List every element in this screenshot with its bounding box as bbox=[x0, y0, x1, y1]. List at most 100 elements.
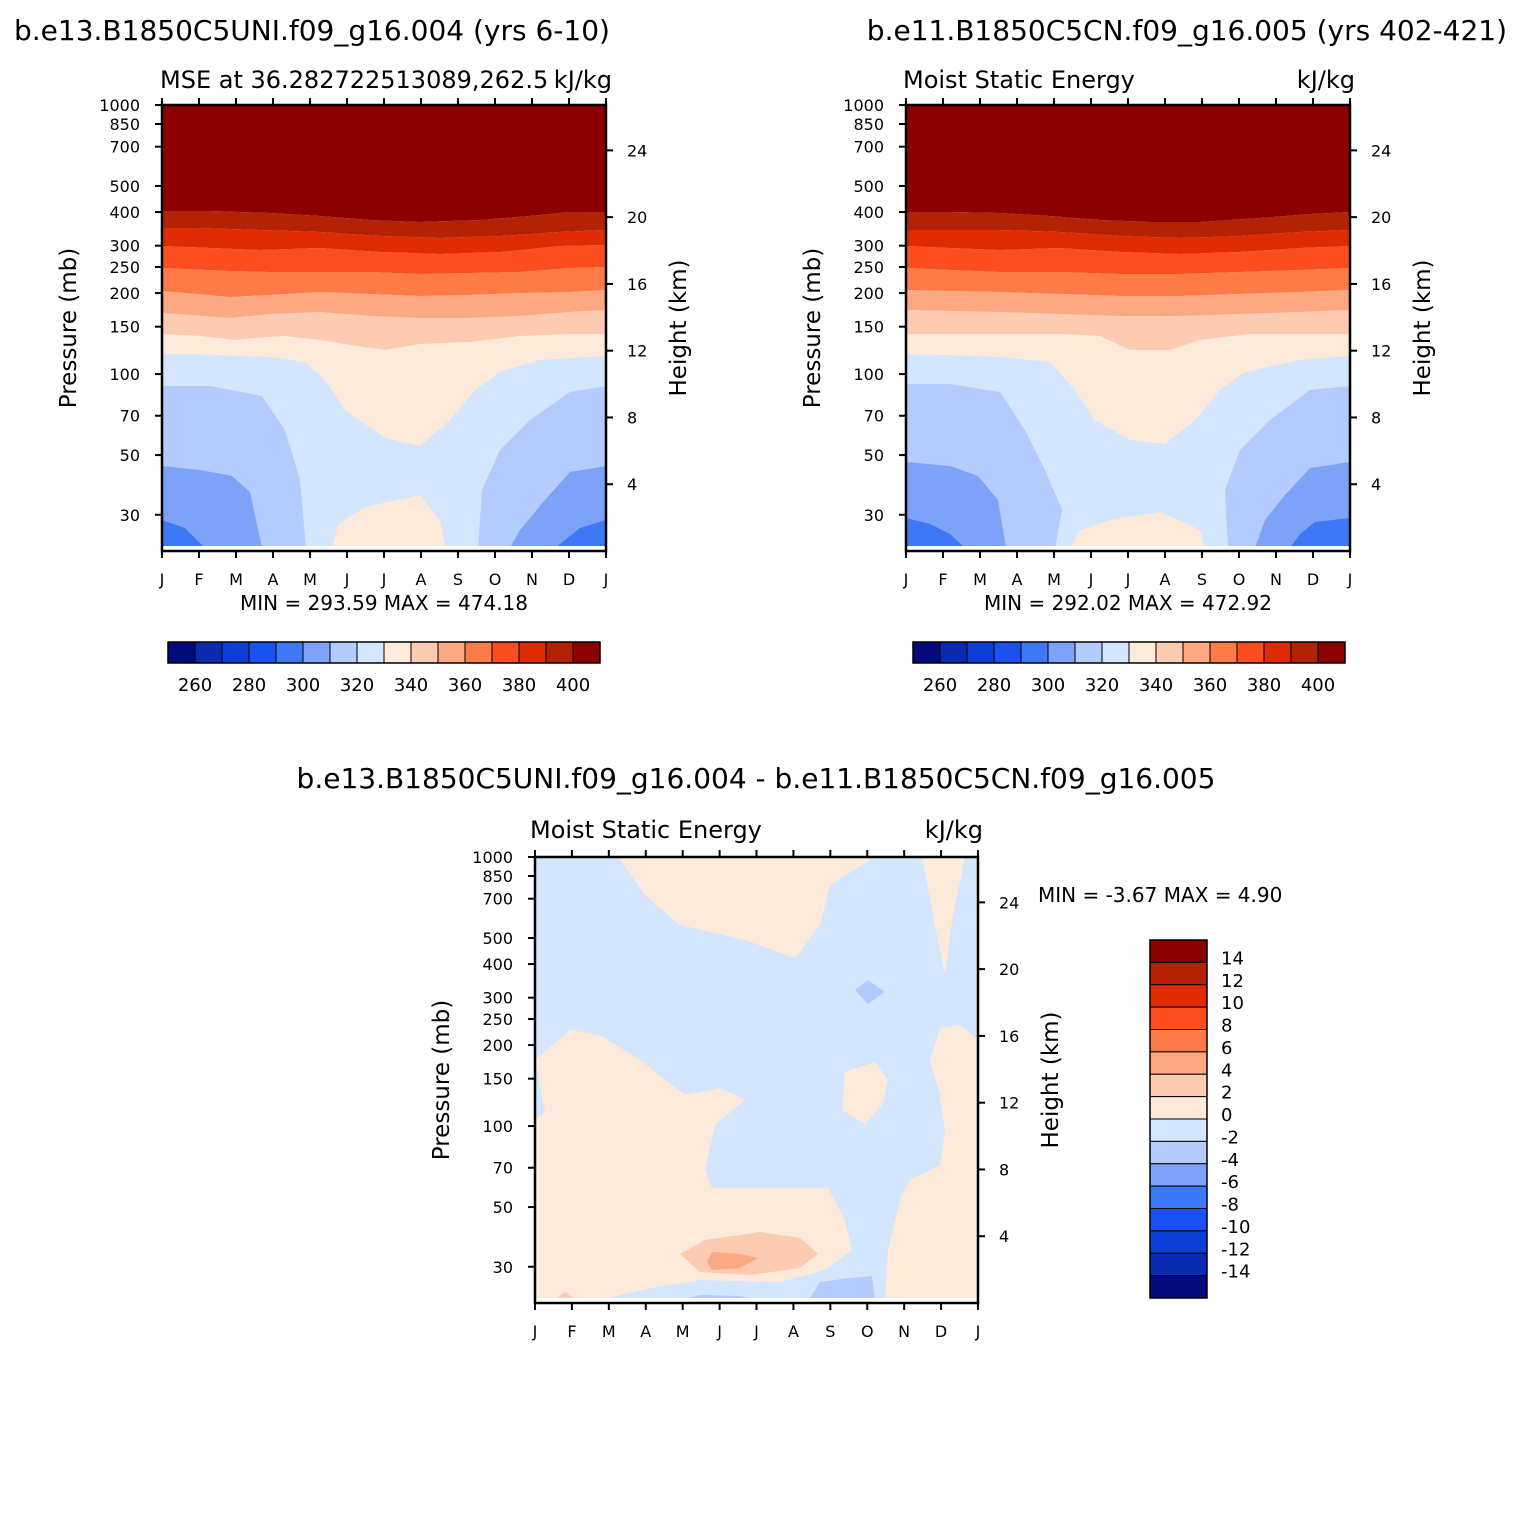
x-tick-label: F bbox=[567, 1322, 576, 1341]
x-tick-label: D bbox=[563, 570, 575, 589]
colorbar-label: 320 bbox=[1085, 675, 1119, 696]
y-tick-label: 200 bbox=[482, 1036, 513, 1055]
y2-axis-title: Height (km) bbox=[1410, 259, 1436, 396]
x-tick-label: J bbox=[159, 570, 165, 589]
colorbar-swatch bbox=[1101, 641, 1130, 664]
y2-tick-label: 4 bbox=[627, 475, 637, 494]
colorbar-label: 400 bbox=[1301, 675, 1335, 696]
colorbar-label: -14 bbox=[1221, 1262, 1250, 1283]
x-tick-label: J bbox=[532, 1322, 538, 1341]
x-tick-label: J bbox=[603, 570, 609, 589]
colorbar-label: 2 bbox=[1221, 1083, 1232, 1104]
colorbar-swatch bbox=[1020, 641, 1049, 664]
panel-b-colorbar: 260 280 300 320 340 360 380 400 bbox=[912, 641, 1346, 696]
y-tick-label: 1000 bbox=[99, 96, 140, 115]
colorbar-swatch bbox=[1149, 1118, 1208, 1142]
y-tick-label: 300 bbox=[109, 237, 140, 256]
panel-d-units: kJ/kg bbox=[925, 816, 983, 844]
colorbar-swatch bbox=[1149, 1163, 1208, 1187]
panel-a-axes: J F M A M J J A S O N D J 30 50 70 100 150 200 250 300 400 500… bbox=[56, 96, 692, 589]
y-tick-label: 100 bbox=[853, 365, 884, 384]
x-tick-label: J bbox=[344, 570, 350, 589]
x-tick-label: A bbox=[1012, 570, 1023, 589]
x-tick-label: M bbox=[602, 1322, 616, 1341]
y2-tick-label: 8 bbox=[627, 408, 637, 427]
x-tick-label: N bbox=[1270, 570, 1282, 589]
colorbar-swatch bbox=[1209, 641, 1238, 664]
x-tick-label: M bbox=[303, 570, 317, 589]
panel-a-left-label: MSE at 36.282722513089,262.5 bbox=[160, 66, 548, 94]
y2-tick-label: 8 bbox=[1371, 408, 1381, 427]
y-axis-title: Pressure (mb) bbox=[800, 248, 826, 408]
colorbar-label: 380 bbox=[502, 675, 536, 696]
colorbar-label: 300 bbox=[286, 675, 320, 696]
y2-tick-label: 12 bbox=[627, 342, 647, 361]
colorbar-swatch bbox=[1128, 641, 1157, 664]
panel-b-title: b.e11.B1850C5CN.f09_g16.005 (yrs 402-421… bbox=[867, 14, 1507, 47]
x-tick-label: M bbox=[973, 570, 987, 589]
colorbar-outline bbox=[167, 641, 601, 664]
y2-tick-label: 24 bbox=[627, 141, 647, 160]
colorbar-label: 360 bbox=[1193, 675, 1227, 696]
colorbar-swatch bbox=[410, 641, 439, 664]
x-tick-label: S bbox=[825, 1322, 835, 1341]
panel-d-left-label: Moist Static Energy bbox=[530, 816, 762, 844]
x-tick-label: J bbox=[1088, 570, 1094, 589]
panel-model-a: b.e13.B1850C5UNI.f09_g16.004 (yrs 6-10) … bbox=[14, 14, 692, 696]
colorbar-swatch bbox=[1290, 641, 1319, 664]
y-tick-label: 500 bbox=[109, 177, 140, 196]
colorbar-label: 360 bbox=[448, 675, 482, 696]
y2-tick-label: 24 bbox=[999, 893, 1019, 912]
x-tick-label: A bbox=[416, 570, 427, 589]
x-tick-label: N bbox=[526, 570, 538, 589]
y2-tick-label: 4 bbox=[1371, 475, 1381, 494]
x-tick-label: J bbox=[1125, 570, 1131, 589]
panel-a-contours bbox=[162, 105, 606, 551]
colorbar-label: 340 bbox=[394, 675, 428, 696]
panel-a-min-max: MIN = 293.59 MAX = 474.18 bbox=[240, 591, 528, 615]
panel-a-colorbar: 260 280 300 320 340 360 380 400 bbox=[167, 641, 601, 696]
y-tick-label: 100 bbox=[109, 365, 140, 384]
colorbar-outline bbox=[912, 641, 1346, 664]
panel-a-units: kJ/kg bbox=[554, 66, 612, 94]
colorbar-swatch bbox=[1149, 939, 1208, 963]
y-axis-title: Pressure (mb) bbox=[56, 248, 82, 408]
y-tick-label: 150 bbox=[109, 318, 140, 337]
y-tick-label: 500 bbox=[853, 177, 884, 196]
colorbar-label: 280 bbox=[232, 675, 266, 696]
colorbar-swatch bbox=[1155, 641, 1184, 664]
x-tick-label: M bbox=[1047, 570, 1061, 589]
x-tick-label: J bbox=[753, 1322, 759, 1341]
colorbar-label: -8 bbox=[1221, 1195, 1239, 1216]
y-tick-label: 30 bbox=[864, 506, 884, 525]
y2-tick-label: 16 bbox=[627, 275, 647, 294]
x-tick-label: J bbox=[1347, 570, 1353, 589]
colorbar-swatch bbox=[491, 641, 520, 664]
y2-tick-label: 4 bbox=[999, 1227, 1009, 1246]
colorbar-label: 380 bbox=[1247, 675, 1281, 696]
x-tick-label: J bbox=[975, 1322, 981, 1341]
y-tick-label: 850 bbox=[482, 867, 513, 886]
colorbar-label: 10 bbox=[1221, 993, 1244, 1014]
y2-axis-title: Height (km) bbox=[666, 259, 692, 396]
x-tick-label: O bbox=[1233, 570, 1246, 589]
colorbar-swatch bbox=[1149, 1230, 1208, 1254]
x-tick-label: A bbox=[268, 570, 279, 589]
panel-b-axes: J F M A M J J A S O N D J 30 50 70 100 150 200 250 300 400 500… bbox=[800, 96, 1436, 589]
x-tick-label: D bbox=[935, 1322, 947, 1341]
colorbar-label: 14 bbox=[1221, 948, 1244, 969]
colorbar-label: 340 bbox=[1139, 675, 1173, 696]
y-tick-label: 70 bbox=[120, 407, 140, 426]
panel-b-left-label: Moist Static Energy bbox=[903, 66, 1135, 94]
y-tick-label: 250 bbox=[482, 1010, 513, 1029]
colorbar-swatch bbox=[329, 641, 358, 664]
colorbar-label: 280 bbox=[977, 675, 1011, 696]
y-tick-label: 700 bbox=[853, 138, 884, 157]
colorbar-swatch bbox=[518, 641, 547, 664]
y-tick-label: 400 bbox=[482, 955, 513, 974]
colorbar-label: -6 bbox=[1221, 1172, 1239, 1193]
y2-tick-label: 12 bbox=[999, 1094, 1019, 1113]
x-tick-label: D bbox=[1307, 570, 1319, 589]
y-tick-label: 700 bbox=[482, 890, 513, 909]
